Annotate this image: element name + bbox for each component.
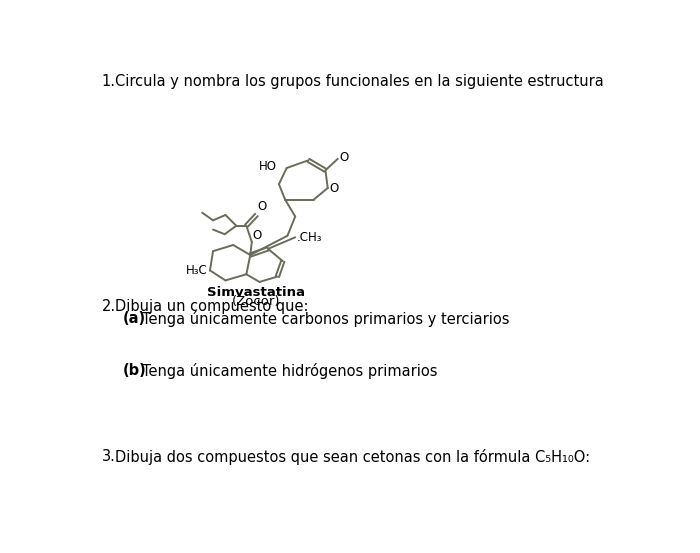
Text: (b): (b) <box>123 363 147 378</box>
Text: Dibuja un compuesto que:: Dibuja un compuesto que: <box>115 299 308 314</box>
Text: 3.: 3. <box>102 449 116 464</box>
Text: H₃C: H₃C <box>186 264 208 277</box>
Text: HO: HO <box>260 160 277 173</box>
Text: 1.: 1. <box>102 74 116 89</box>
Text: O: O <box>329 181 339 195</box>
Text: O: O <box>340 152 349 164</box>
Text: .CH₃: .CH₃ <box>297 231 322 244</box>
Text: Circula y nombra los grupos funcionales en la siguiente estructura: Circula y nombra los grupos funcionales … <box>115 74 603 89</box>
Text: Dibuja dos compuestos que sean cetonas con la fórmula C₅H₁₀O:: Dibuja dos compuestos que sean cetonas c… <box>115 449 589 465</box>
Text: Tenga únicamente carbonos primarios y terciarios: Tenga únicamente carbonos primarios y te… <box>141 311 510 327</box>
Text: (Zocor): (Zocor) <box>232 295 280 308</box>
Text: Tenga únicamente hidrógenos primarios: Tenga únicamente hidrógenos primarios <box>141 363 438 379</box>
Text: O: O <box>253 229 262 242</box>
Text: O: O <box>257 200 267 213</box>
Text: 2.: 2. <box>102 299 116 314</box>
Text: (a): (a) <box>123 311 146 326</box>
Text: Simvastatina: Simvastatina <box>206 286 304 299</box>
